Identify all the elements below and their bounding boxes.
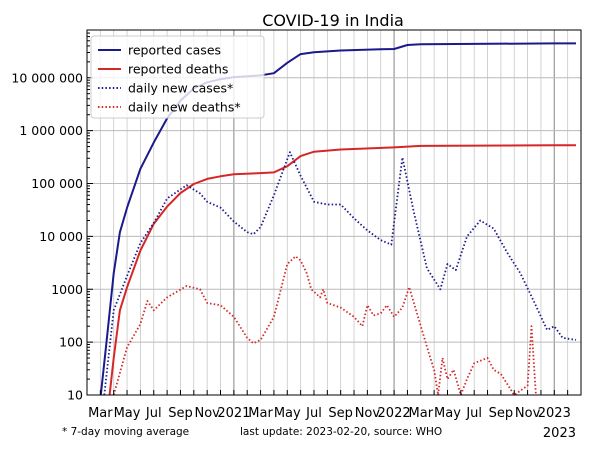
year-label: 2023 <box>543 426 576 441</box>
x-tick-label: Jul <box>465 406 482 421</box>
x-tick-label: May <box>274 406 301 421</box>
x-tick-label: 2021 <box>217 406 250 421</box>
x-tick-label: Nov <box>515 406 541 421</box>
x-tick-label: Jul <box>145 406 162 421</box>
legend-label: reported deaths <box>128 62 228 77</box>
legend-label: daily new deaths* <box>128 100 241 115</box>
series-line-reported-deaths <box>108 144 576 396</box>
x-tick-label: Sep <box>489 406 514 421</box>
x-tick-label: Mar <box>88 406 113 421</box>
series-line-daily-new-deaths <box>112 255 537 396</box>
source-note: last update: 2023-02-20, source: WHO <box>240 426 442 438</box>
legend-label: reported cases <box>128 43 221 58</box>
x-tick-label: Nov <box>355 406 381 421</box>
y-tick-label: 100 <box>59 335 83 350</box>
x-tick-label: Sep <box>168 406 193 421</box>
y-tick-label: 10 000 <box>39 229 83 244</box>
axes: 10 100 1000 10 000 100 000 1 000 000 10 000 00… <box>11 29 582 421</box>
x-tick-label: Jul <box>305 406 322 421</box>
footnote: * 7-day moving average <box>62 426 189 438</box>
x-tick-label: 2022 <box>378 406 411 421</box>
x-tick-label: May <box>114 406 141 421</box>
y-tick-label: 1000 <box>51 282 83 297</box>
legend-label: daily new cases* <box>128 81 233 96</box>
x-tick-label: Mar <box>248 406 273 421</box>
legend: reported cases reported deaths daily new c… <box>90 35 265 119</box>
x-tick-label: Mar <box>409 406 434 421</box>
legend-box <box>90 35 265 119</box>
x-tick-label: Nov <box>194 406 220 421</box>
x-tick-label: 2023 <box>538 406 571 421</box>
plot-frame <box>86 29 582 396</box>
x-tick-label: May <box>434 406 461 421</box>
chart-title: COVID-19 in India <box>262 11 404 30</box>
y-tick-label: 1 000 000 <box>19 123 83 138</box>
series-line-daily-new-cases <box>103 151 577 396</box>
x-tick-label: Sep <box>328 406 353 421</box>
y-tick-label: 10 <box>67 388 83 403</box>
y-tick-label: 10 000 000 <box>11 70 83 85</box>
y-tick-label: 100 000 <box>31 176 83 191</box>
